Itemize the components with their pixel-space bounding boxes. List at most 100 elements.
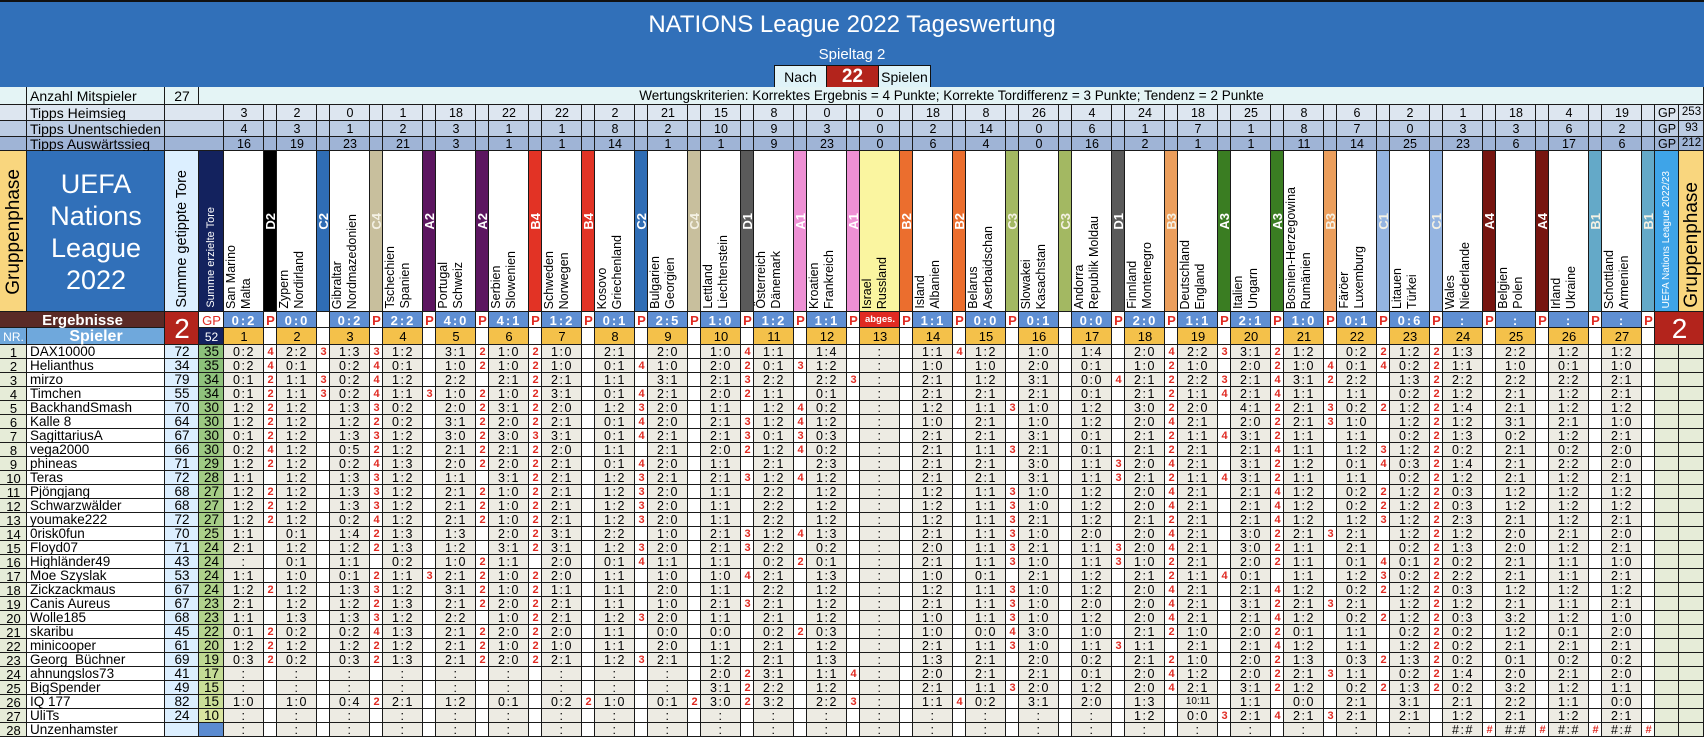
player-points [847, 513, 860, 527]
player-tip: 2:1 [1496, 555, 1536, 569]
player-points: 3 [1006, 513, 1019, 527]
player-rank: 23 [0, 653, 27, 667]
player-name[interactable]: phineas [27, 457, 165, 471]
home-tips-count: 1 [1443, 105, 1483, 121]
player-tip: 2:1 [1125, 653, 1165, 667]
player-points [317, 625, 330, 639]
player-points [1483, 639, 1496, 653]
player-name[interactable]: Highländer49 [27, 555, 165, 569]
player-points [1589, 583, 1602, 597]
player-tip: 1:2 [224, 513, 264, 527]
player-points [423, 541, 436, 555]
player-name[interactable]: Canis Aureus [27, 597, 165, 611]
player-points: 2 [1271, 415, 1284, 429]
match-number-spacer [1271, 328, 1284, 345]
player-points: 2 [529, 387, 542, 401]
player-tip: 1:1 [1072, 457, 1112, 471]
player-tip: 2:2 [1549, 373, 1589, 387]
row-filler [1655, 541, 1679, 555]
player-tip: 1:2 [224, 457, 264, 471]
player-tip: 3:1 [1019, 695, 1059, 709]
player-points: 2 [264, 415, 277, 429]
player-name[interactable]: Helianthus [27, 359, 165, 373]
match-result: 2:2 [383, 312, 423, 328]
player-tip: 0:1 [1072, 443, 1112, 457]
player-tip: 1:3 [807, 527, 847, 541]
player-points: 2 [1377, 611, 1390, 625]
player-name[interactable]: Timchen [27, 387, 165, 401]
home-team: Bosnien-Herzegowina [1284, 186, 1298, 309]
player-sum-scored: 34 [199, 387, 224, 401]
player-tip: : [860, 499, 900, 513]
player-points [582, 653, 595, 667]
player-name[interactable]: Zickzackmaus [27, 583, 165, 597]
home-team: Tschechien [383, 246, 397, 309]
player-name[interactable]: Kalle 8 [27, 415, 165, 429]
player-name[interactable]: youmake222 [27, 513, 165, 527]
player-name[interactable]: Schwarzwälder [27, 499, 165, 513]
player-name[interactable]: Wolle185 [27, 611, 165, 625]
player-tip: 2:1 [913, 527, 953, 541]
player-name[interactable]: BigSpender [27, 681, 165, 695]
player-name[interactable]: BackhandSmash [27, 401, 165, 415]
player-points [688, 625, 701, 639]
player-points [582, 359, 595, 373]
draw-tips-count: 0 [1019, 121, 1059, 137]
away-gp-total: 212 [1679, 137, 1704, 151]
player-points [1536, 541, 1549, 555]
player-points [370, 681, 383, 695]
player-tip: 1:3 [330, 499, 370, 513]
player-name[interactable]: ahnungslos73 [27, 667, 165, 681]
player-rank: 22 [0, 639, 27, 653]
player-points [370, 667, 383, 681]
player-name[interactable]: 0risk0fun [27, 527, 165, 541]
player-tip: 2:1 [913, 443, 953, 457]
player-name[interactable]: Georg_Büchner [27, 653, 165, 667]
player-tip: : [542, 709, 582, 723]
player-points [900, 443, 913, 457]
player-name[interactable]: SagittariusA [27, 429, 165, 443]
player-tip: 1:0 [648, 569, 688, 583]
player-points [953, 681, 966, 695]
player-tip: 1:2 [224, 639, 264, 653]
player-tip: : [860, 555, 900, 569]
phase-text: Gruppenphase [3, 168, 24, 295]
row-filler [1679, 667, 1704, 681]
player-points [1218, 359, 1231, 373]
player-name[interactable]: skaribu [27, 625, 165, 639]
player-points [1324, 569, 1337, 583]
player-name[interactable]: vega2000 [27, 443, 165, 457]
player-points: 3 [635, 499, 648, 513]
home-tips-count: 0 [330, 105, 370, 121]
player-tip: 0:2 [277, 625, 317, 639]
player-points: 2 [1271, 457, 1284, 471]
player-tip: 3:1 [754, 667, 794, 681]
player-name[interactable]: Pjöngjang [27, 485, 165, 499]
player-name[interactable]: minicooper [27, 639, 165, 653]
player-name[interactable]: Floyd07 [27, 541, 165, 555]
player-name[interactable]: mirzo [27, 373, 165, 387]
match-number: 25 [1496, 328, 1536, 345]
player-points [1536, 583, 1549, 597]
player-name[interactable]: DAX10000 [27, 345, 165, 359]
player-name[interactable]: UliTs [27, 709, 165, 723]
draw-tips-spacer [741, 121, 754, 137]
player-name[interactable]: Unzenhamster [27, 723, 165, 737]
player-tip: 0:2 [1337, 583, 1377, 597]
player-points: 4 [794, 471, 807, 485]
player-name[interactable]: Teras [27, 471, 165, 485]
player-points [1483, 709, 1496, 723]
player-points [582, 513, 595, 527]
player-points [953, 527, 966, 541]
player-name[interactable]: Moe Szyslak [27, 569, 165, 583]
player-tip: 1:4 [807, 345, 847, 359]
player-tip: 1:2 [595, 485, 635, 499]
player-tip: 2:1 [1178, 681, 1218, 695]
player-points [1324, 457, 1337, 471]
player-tip: 1:4 [1443, 401, 1483, 415]
player-tip: 0:2 [1443, 555, 1483, 569]
player-tip: 1:0 [1019, 415, 1059, 429]
player-tip: 1:0 [489, 387, 529, 401]
player-points: 2 [1430, 401, 1443, 415]
player-name[interactable]: IQ 177 [27, 695, 165, 709]
